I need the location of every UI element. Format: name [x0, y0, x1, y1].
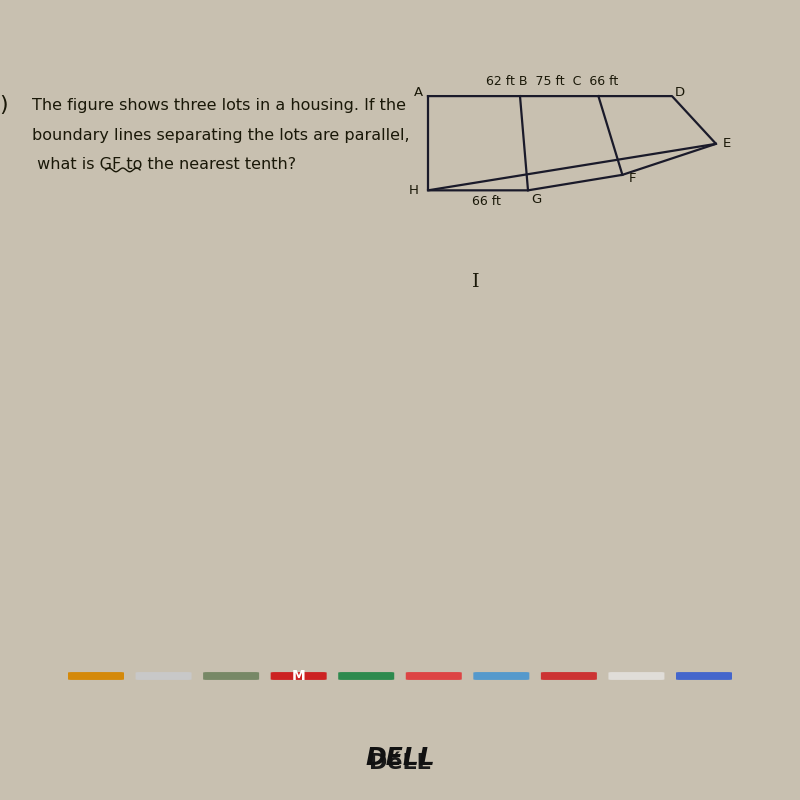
FancyBboxPatch shape	[541, 672, 597, 680]
Text: D: D	[675, 86, 685, 99]
Text: I: I	[472, 273, 480, 291]
Text: M: M	[292, 669, 306, 683]
FancyBboxPatch shape	[135, 672, 191, 680]
FancyBboxPatch shape	[338, 672, 394, 680]
FancyBboxPatch shape	[474, 672, 530, 680]
Text: G: G	[531, 193, 541, 206]
Text: what is GF to the nearest tenth?: what is GF to the nearest tenth?	[32, 158, 296, 173]
Text: ): )	[0, 95, 8, 115]
Text: 62 ft B  75 ft  C  66 ft: 62 ft B 75 ft C 66 ft	[486, 75, 618, 88]
Text: The figure shows three lots in a housing. If the: The figure shows three lots in a housing…	[32, 98, 406, 113]
Text: boundary lines separating the lots are parallel,: boundary lines separating the lots are p…	[32, 128, 410, 142]
FancyBboxPatch shape	[609, 672, 665, 680]
FancyBboxPatch shape	[68, 672, 124, 680]
Text: E: E	[723, 138, 731, 150]
Text: DELL: DELL	[365, 746, 435, 770]
FancyBboxPatch shape	[676, 672, 732, 680]
Text: F: F	[628, 172, 636, 185]
Text: A: A	[414, 86, 423, 99]
FancyBboxPatch shape	[203, 672, 259, 680]
Circle shape	[72, 673, 120, 679]
Text: 66 ft: 66 ft	[472, 195, 501, 208]
FancyBboxPatch shape	[406, 672, 462, 680]
FancyBboxPatch shape	[270, 672, 326, 680]
Text: DéLL: DéLL	[369, 753, 431, 773]
Text: H: H	[409, 184, 418, 197]
